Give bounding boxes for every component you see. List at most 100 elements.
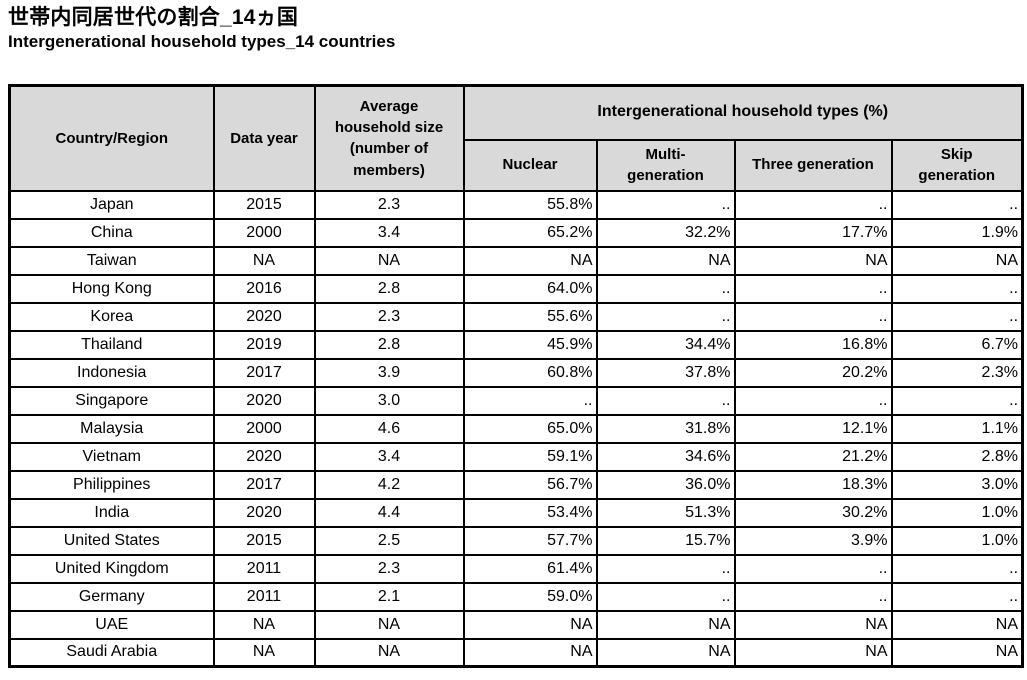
table-row: United States 2015 2.5 57.7% 15.7% 3.9% 1.0% (8, 525, 1024, 556)
cell-multi-generation: 34.6% (595, 441, 736, 472)
cell-nuclear: 56.7% (462, 469, 598, 500)
cell-nuclear: 61.4% (462, 553, 598, 584)
cell-data-year: 2011 (212, 553, 316, 584)
cell-multi-generation: 31.8% (595, 413, 736, 444)
cell-country: Saudi Arabia (8, 637, 215, 668)
cell-country: United Kingdom (8, 553, 215, 584)
table-row: Indonesia 2017 3.9 60.8% 37.8% 20.2% 2.3% (8, 357, 1024, 388)
cell-skip-generation: 1.0% (890, 525, 1024, 556)
cell-avg-household-size: 4.4 (313, 497, 465, 528)
cell-multi-generation: .. (595, 301, 736, 332)
cell-three-generation: .. (733, 273, 893, 304)
cell-avg-household-size: 4.2 (313, 469, 465, 500)
cell-three-generation: 16.8% (733, 329, 893, 360)
cell-data-year: 2020 (212, 301, 316, 332)
cell-multi-generation: 37.8% (595, 357, 736, 388)
cell-avg-household-size: 2.3 (313, 189, 465, 220)
cell-multi-generation: .. (595, 273, 736, 304)
cell-three-generation: 20.2% (733, 357, 893, 388)
cell-data-year: 2016 (212, 273, 316, 304)
cell-three-generation: .. (733, 553, 893, 584)
cell-three-generation: 17.7% (733, 217, 893, 248)
cell-skip-generation: NA (890, 245, 1024, 276)
cell-data-year: 2020 (212, 385, 316, 416)
cell-country: Indonesia (8, 357, 215, 388)
cell-country: Malaysia (8, 413, 215, 444)
cell-data-year: 2017 (212, 469, 316, 500)
cell-country: UAE (8, 609, 215, 640)
table-row: UAE NA NA NA NA NA NA (8, 609, 1024, 640)
cell-skip-generation: .. (890, 273, 1024, 304)
table-row: Japan 2015 2.3 55.8%...... (8, 189, 1024, 220)
cell-nuclear: 65.0% (462, 413, 598, 444)
cell-three-generation: 18.3% (733, 469, 893, 500)
cell-three-generation: .. (733, 385, 893, 416)
cell-skip-generation: 1.1% (890, 413, 1024, 444)
cell-avg-household-size: 2.5 (313, 525, 465, 556)
page-title-english: Intergenerational household types_14 cou… (8, 32, 396, 51)
header-country-region: Country/Region (8, 84, 215, 192)
cell-multi-generation: .. (595, 581, 736, 612)
cell-country: Japan (8, 189, 215, 220)
cell-nuclear: 55.8% (462, 189, 598, 220)
header-multi-generation: Multi- generation (595, 138, 736, 192)
cell-nuclear: 59.1% (462, 441, 598, 472)
cell-country: Taiwan (8, 245, 215, 276)
cell-avg-household-size: NA (313, 609, 465, 640)
cell-skip-generation: NA (890, 637, 1024, 668)
cell-data-year: 2011 (212, 581, 316, 612)
table-header: Country/Region Data year Average househo… (8, 84, 1024, 192)
cell-avg-household-size: 4.6 (313, 413, 465, 444)
cell-nuclear: 55.6% (462, 301, 598, 332)
table-row: Malaysia 2000 4.6 65.0% 31.8% 12.1% 1.1% (8, 413, 1024, 444)
cell-data-year: 2020 (212, 497, 316, 528)
table-row: Vietnam 2020 3.4 59.1% 34.6% 21.2% 2.8% (8, 441, 1024, 472)
cell-data-year: NA (212, 609, 316, 640)
cell-country: Korea (8, 301, 215, 332)
cell-nuclear: NA (462, 245, 598, 276)
table-row: United Kingdom 2011 2.3 61.4%...... (8, 553, 1024, 584)
header-row-2: Nuclear Multi- generation Three generati… (10, 138, 1024, 192)
cell-nuclear: 53.4% (462, 497, 598, 528)
cell-three-generation: .. (733, 189, 893, 220)
cell-skip-generation: 1.9% (890, 217, 1024, 248)
cell-three-generation: NA (733, 609, 893, 640)
table-row: Saudi Arabia NA NA NA NA NA NA (8, 637, 1024, 668)
cell-avg-household-size: 3.0 (313, 385, 465, 416)
cell-three-generation: 21.2% (733, 441, 893, 472)
cell-skip-generation: 2.3% (890, 357, 1024, 388)
cell-skip-generation: .. (890, 581, 1024, 612)
cell-avg-household-size: 2.3 (313, 301, 465, 332)
cell-multi-generation: NA (595, 609, 736, 640)
table-row: Thailand 2019 2.8 45.9% 34.4% 16.8% 6.7% (8, 329, 1024, 360)
cell-avg-household-size: NA (313, 245, 465, 276)
cell-country: United States (8, 525, 215, 556)
cell-data-year: NA (212, 245, 316, 276)
cell-nuclear: 60.8% (462, 357, 598, 388)
cell-multi-generation: 15.7% (595, 525, 736, 556)
cell-three-generation: 3.9% (733, 525, 893, 556)
cell-skip-generation: NA (890, 609, 1024, 640)
cell-avg-household-size: NA (313, 637, 465, 668)
cell-avg-household-size: 3.4 (313, 217, 465, 248)
cell-nuclear: .. (462, 385, 598, 416)
cell-nuclear: 45.9% (462, 329, 598, 360)
cell-multi-generation: NA (595, 637, 736, 668)
cell-avg-household-size: 2.8 (313, 329, 465, 360)
cell-multi-generation: 36.0% (595, 469, 736, 500)
cell-data-year: 2015 (212, 189, 316, 220)
cell-data-year: 2019 (212, 329, 316, 360)
cell-country: Germany (8, 581, 215, 612)
header-three-generation: Three generation (733, 138, 893, 192)
table-body: Japan 2015 2.3 55.8%...... China 2000 3.4 65.2%… (8, 189, 1024, 668)
cell-data-year: 2020 (212, 441, 316, 472)
table-row: Hong Kong 2016 2.8 64.0%...... (8, 273, 1024, 304)
cell-skip-generation: .. (890, 301, 1024, 332)
cell-three-generation: NA (733, 245, 893, 276)
cell-skip-generation: .. (890, 553, 1024, 584)
cell-data-year: 2000 (212, 413, 316, 444)
table-row: Korea 2020 2.3 55.6%...... (8, 301, 1024, 332)
cell-country: Thailand (8, 329, 215, 360)
cell-data-year: NA (212, 637, 316, 668)
cell-avg-household-size: 3.4 (313, 441, 465, 472)
